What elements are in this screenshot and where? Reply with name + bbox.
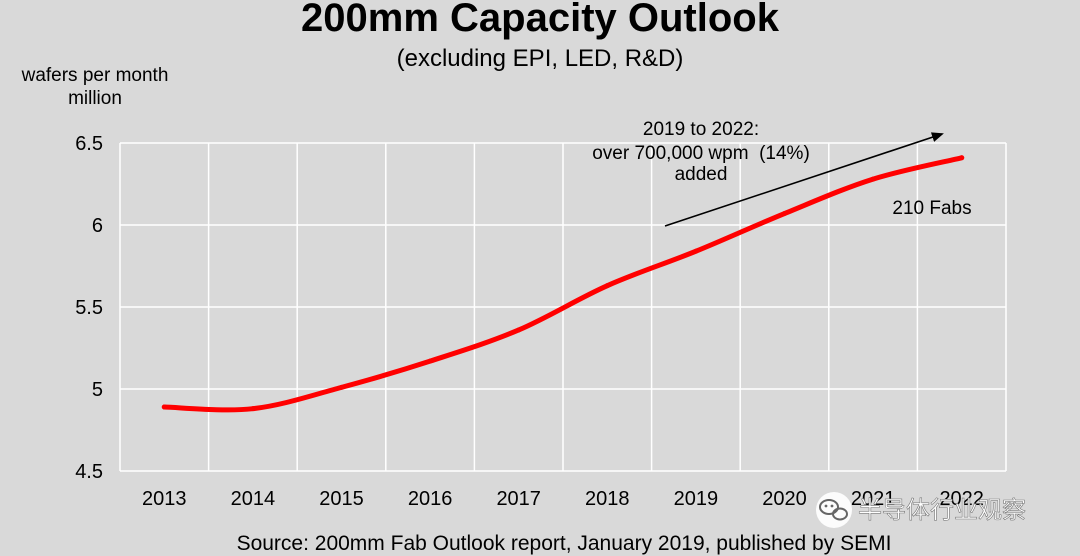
- series-line: [161, 155, 965, 413]
- x-tick-label: 2022: [939, 488, 984, 510]
- x-tick-label: 2017: [496, 488, 541, 510]
- y-axis-title-line-2: million: [68, 88, 122, 109]
- y-tick-label: 6: [92, 215, 103, 237]
- wechat-icon: [816, 492, 852, 528]
- x-tick-label: 2021: [851, 488, 896, 510]
- annotation-line-1: 2019 to 2022:: [643, 119, 759, 140]
- x-axis-ticks: 2013 2014 2015 2016 2017 2018 2019 2020 2021 2022: [142, 488, 984, 510]
- data-point: [870, 176, 876, 182]
- y-tick-label: 4.5: [75, 461, 103, 483]
- chart-subtitle: (excluding EPI, LED, R&D): [397, 45, 684, 72]
- data-point: [693, 248, 699, 254]
- y-tick-label: 6.5: [75, 133, 103, 155]
- watermark: 半导体行业观察: [816, 492, 1026, 528]
- annotation-line-2: over 700,000 wpm (14%): [592, 143, 810, 164]
- data-point: [427, 358, 433, 364]
- source-note: Source: 200mm Fab Outlook report, Januar…: [237, 532, 892, 555]
- x-tick-label: 2014: [231, 488, 276, 510]
- data-point: [959, 155, 965, 161]
- watermark-text: 半导体行业观察: [858, 497, 1026, 524]
- data-point: [250, 406, 256, 412]
- x-tick-label: 2015: [319, 488, 364, 510]
- trend-arrow: [664, 132, 944, 227]
- data-point: [516, 327, 522, 333]
- y-axis-ticks: 4.5 5 5.5 6 6.5: [75, 133, 103, 483]
- x-tick-label: 2019: [674, 488, 719, 510]
- y-axis-title-line-1: wafers per month: [21, 65, 169, 86]
- chart-title: 200mm Capacity Outlook: [301, 0, 780, 40]
- x-tick-label: 2016: [408, 488, 453, 510]
- y-tick-label: 5.5: [75, 297, 103, 319]
- data-point: [604, 283, 610, 289]
- fabs-annotation: 210 Fabs: [892, 198, 971, 219]
- gridlines: [119, 142, 1007, 472]
- x-tick-label: 2020: [762, 488, 807, 510]
- x-tick-label: 2018: [585, 488, 630, 510]
- y-tick-label: 5: [92, 379, 103, 401]
- data-point: [161, 404, 167, 410]
- data-point: [339, 384, 344, 390]
- x-tick-label: 2013: [142, 488, 187, 510]
- data-point: [782, 211, 787, 217]
- series-points: [161, 155, 965, 412]
- annotation-line-3: added: [675, 164, 728, 185]
